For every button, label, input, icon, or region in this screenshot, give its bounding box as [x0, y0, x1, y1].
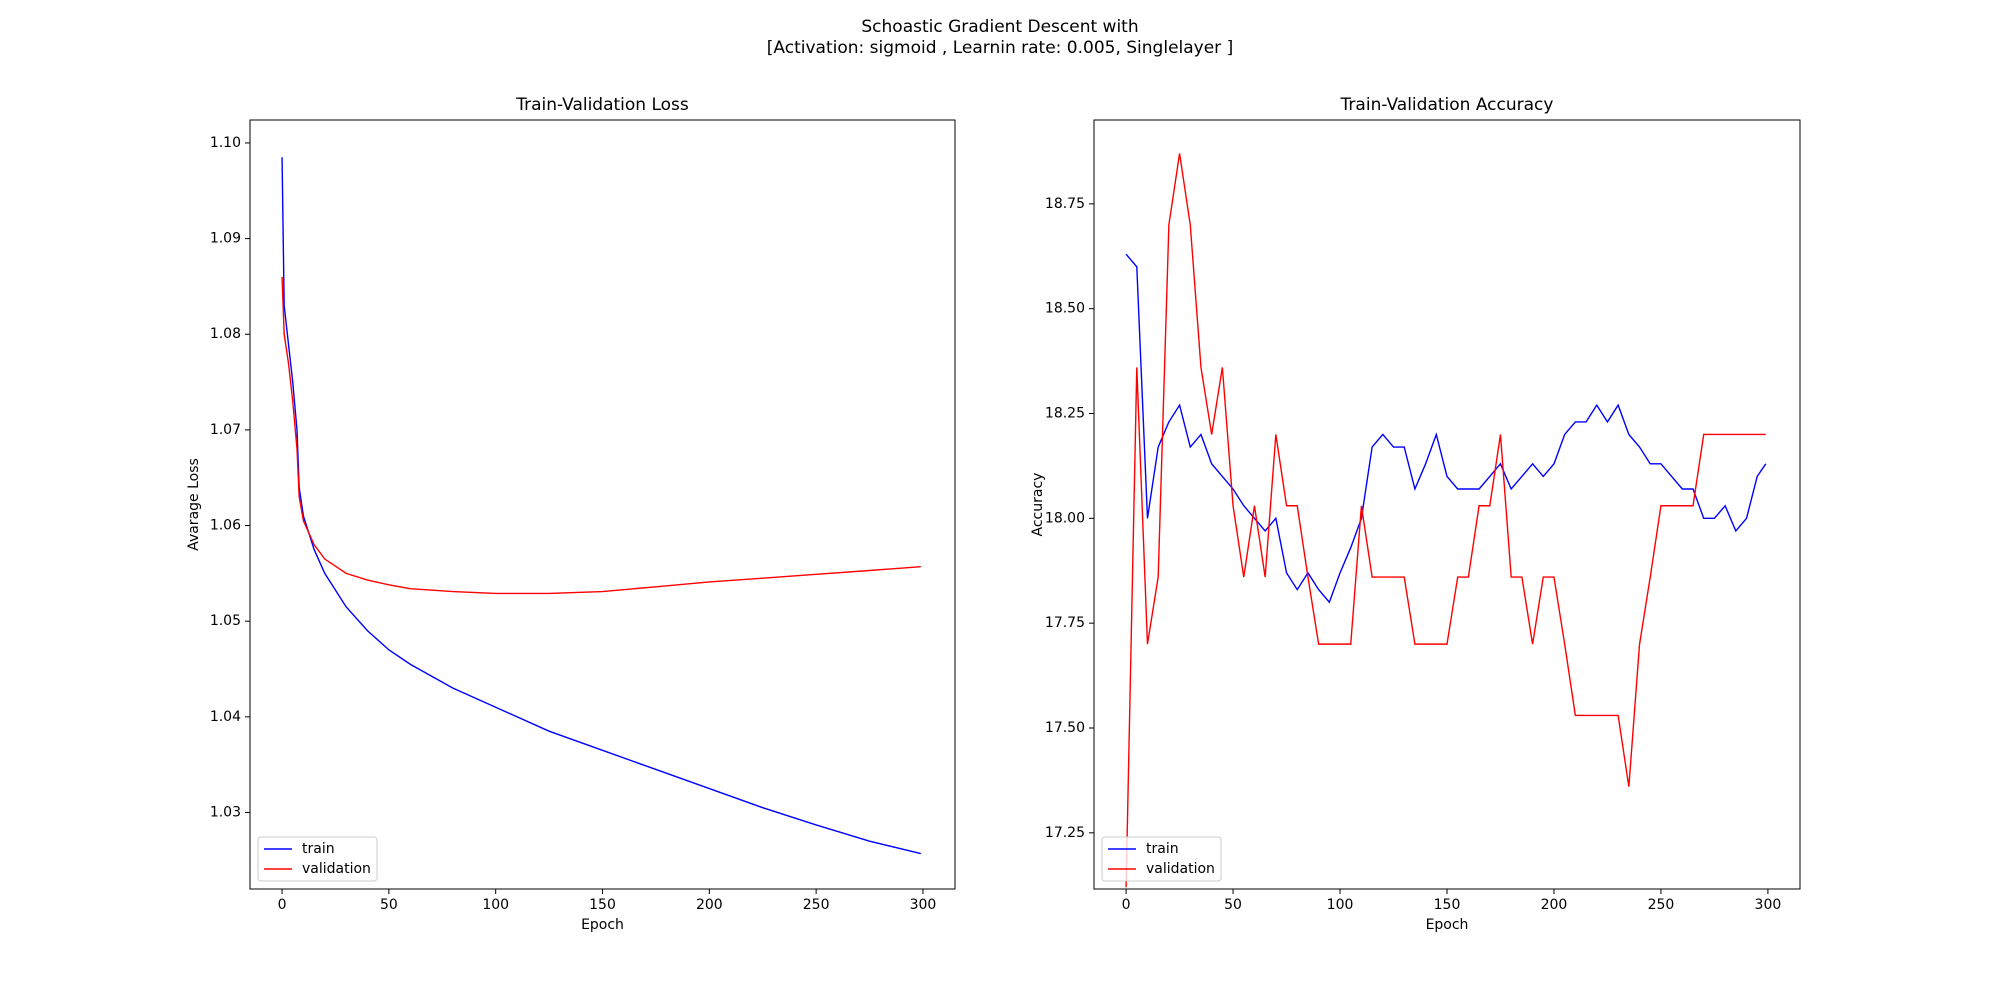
axes-title: Train-Validation Accuracy	[1340, 95, 1554, 115]
figure-title: Schoastic Gradient Descent with	[861, 17, 1138, 37]
legend-box	[1101, 836, 1222, 882]
data-line	[281, 157, 921, 855]
axes-frame	[249, 119, 956, 890]
x-tick-label: 100	[482, 897, 509, 913]
x-tick-label: 0	[1122, 897, 1131, 913]
axes-frame	[1093, 119, 1801, 890]
y-tick-label: 18.00	[1045, 510, 1085, 526]
x-axis-label: Epoch	[581, 917, 624, 933]
y-tick-label: 1.06	[210, 518, 241, 534]
legend-label: train	[1146, 841, 1179, 857]
x-tick-label: 250	[1648, 897, 1675, 913]
x-tick-label: 50	[1224, 897, 1242, 913]
x-tick-label: 100	[1327, 897, 1354, 913]
y-axis-label: Accuracy	[1030, 473, 1046, 537]
y-tick-label: 1.09	[210, 231, 241, 247]
y-tick-label: 17.75	[1045, 615, 1085, 631]
x-tick-label: 150	[589, 897, 616, 913]
x-tick-label: 0	[278, 897, 287, 913]
legend-label: validation	[1146, 861, 1215, 877]
x-axis-label: Epoch	[1426, 917, 1469, 933]
legend-label: validation	[302, 861, 371, 877]
legend-box	[257, 836, 378, 882]
x-tick-label: 50	[380, 897, 398, 913]
y-tick-label: 18.25	[1045, 406, 1085, 422]
y-tick-label: 1.04	[210, 709, 241, 725]
y-tick-label: 1.05	[210, 613, 241, 629]
axes-title: Train-Validation Loss	[515, 95, 689, 115]
data-line	[281, 276, 921, 595]
x-tick-label: 200	[696, 897, 723, 913]
figure-subtitle: [Activation: sigmoid , Learnin rate: 0.0…	[767, 38, 1233, 58]
x-tick-label: 150	[1434, 897, 1461, 913]
y-tick-label: 17.50	[1045, 720, 1085, 736]
y-tick-label: 17.25	[1045, 825, 1085, 841]
x-tick-label: 250	[803, 897, 830, 913]
y-tick-label: 18.75	[1045, 196, 1085, 212]
x-tick-label: 300	[1755, 897, 1782, 913]
data-line	[1125, 253, 1767, 604]
y-axis-label: Avarage Loss	[186, 458, 202, 551]
y-tick-label: 1.10	[210, 135, 241, 151]
legend-label: train	[302, 841, 335, 857]
data-line	[1125, 153, 1766, 888]
y-tick-label: 18.50	[1045, 301, 1085, 317]
x-tick-label: 300	[910, 897, 937, 913]
x-tick-label: 200	[1541, 897, 1568, 913]
y-tick-label: 1.08	[210, 326, 241, 342]
y-tick-label: 1.07	[210, 422, 241, 438]
y-tick-label: 1.03	[210, 804, 241, 820]
